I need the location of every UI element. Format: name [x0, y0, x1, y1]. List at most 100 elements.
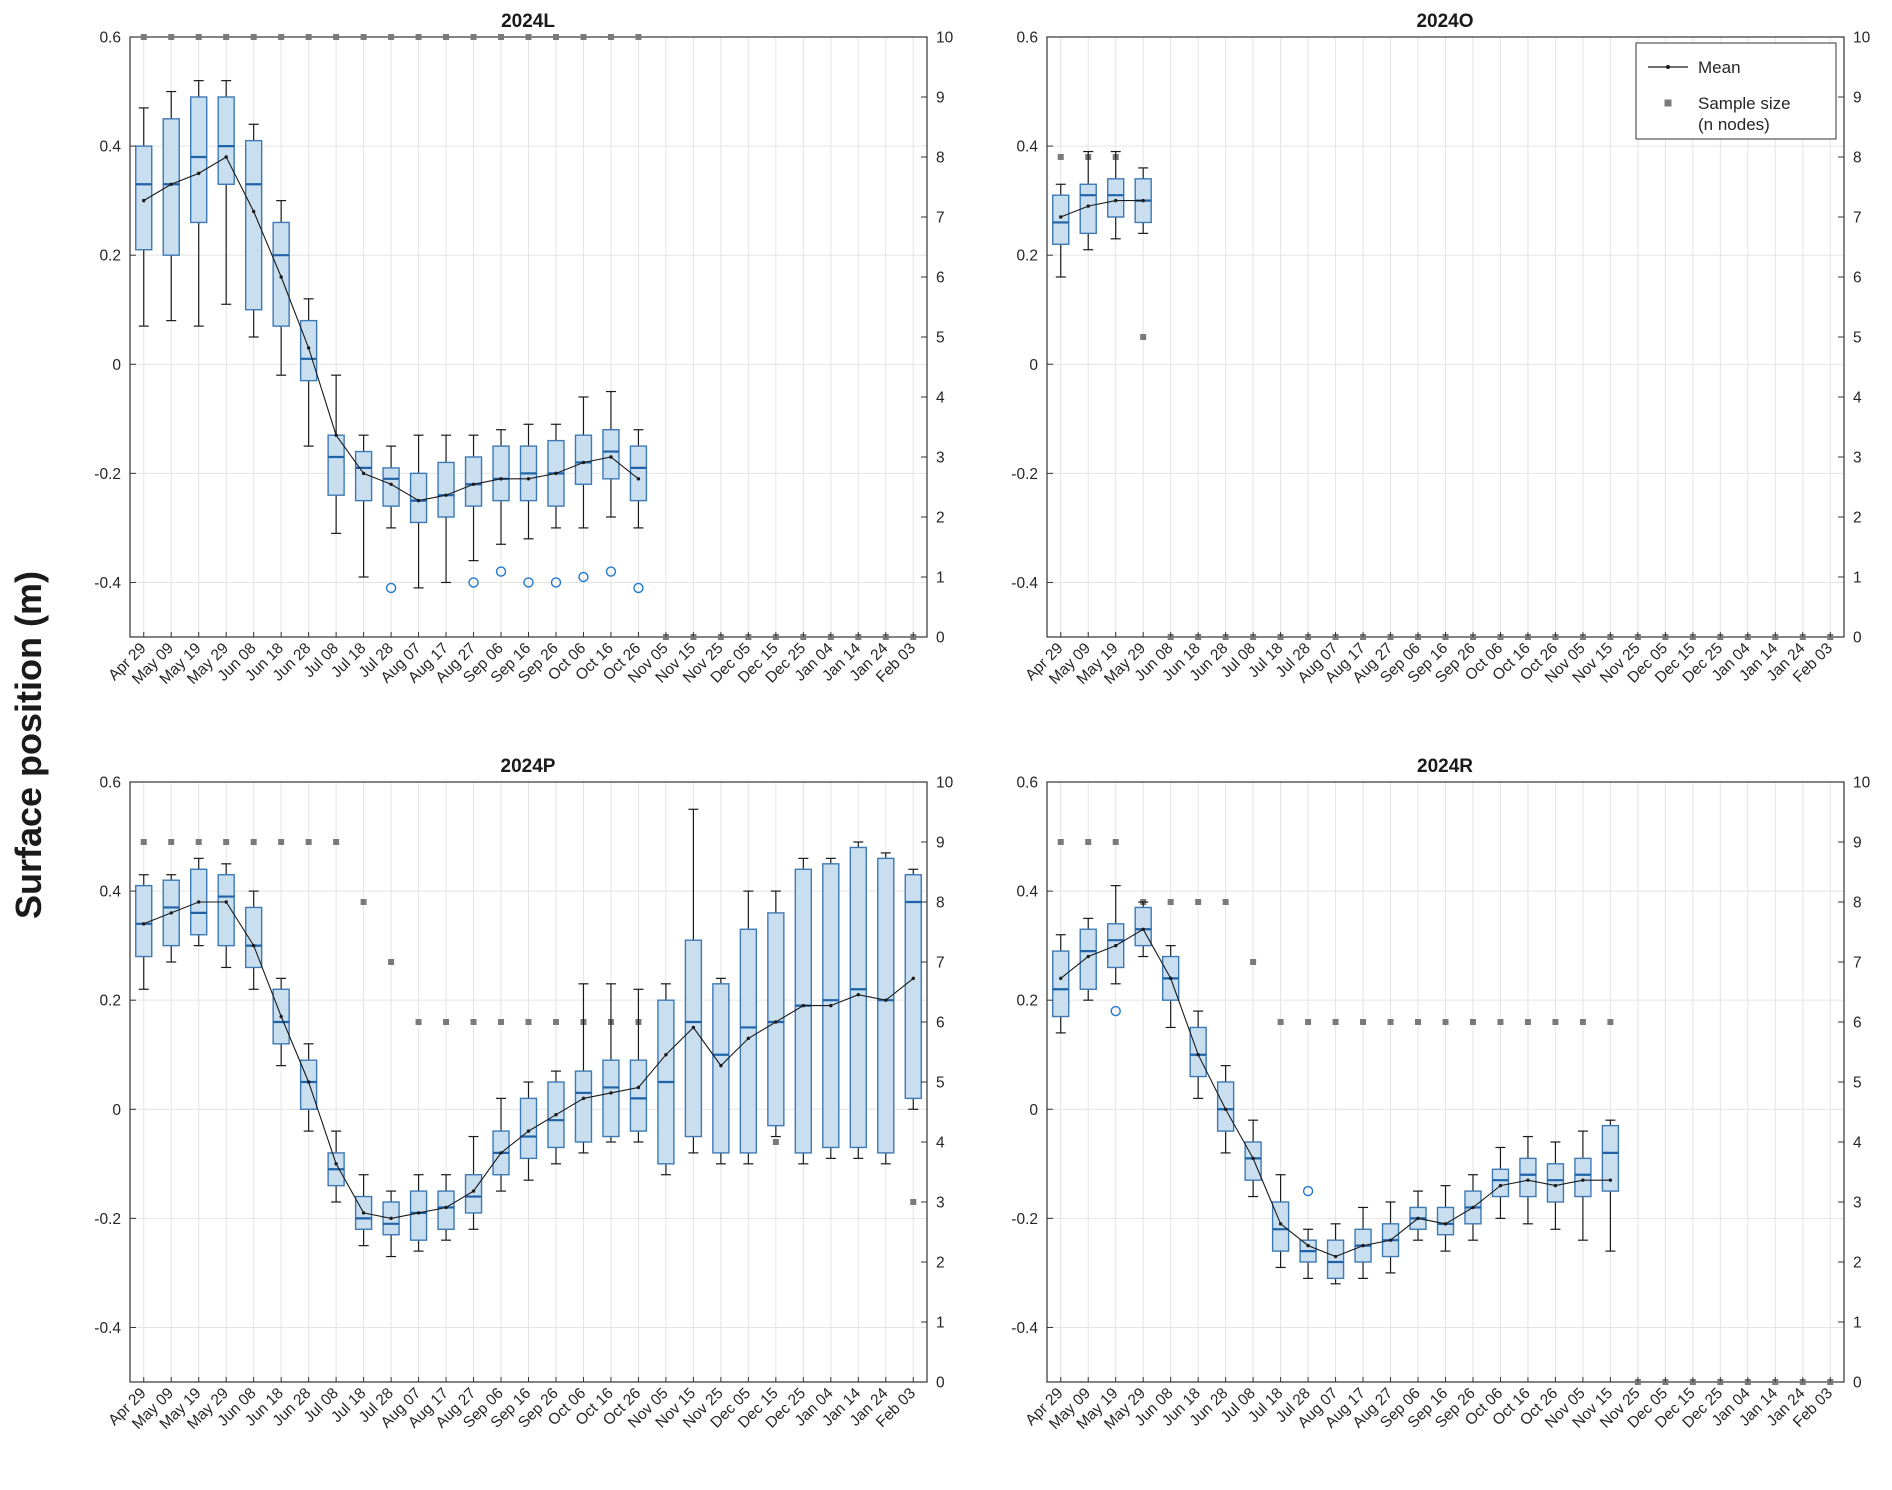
svg-text:4: 4: [936, 390, 945, 407]
svg-text:0.4: 0.4: [99, 139, 121, 156]
svg-text:1: 1: [936, 1315, 945, 1332]
svg-text:10: 10: [936, 30, 954, 47]
mean-line: [142, 900, 915, 1221]
svg-text:-0.4: -0.4: [1011, 575, 1038, 592]
svg-text:3: 3: [936, 1195, 945, 1212]
svg-text:-0.4: -0.4: [1011, 1320, 1038, 1337]
svg-text:0.4: 0.4: [1016, 139, 1038, 156]
tick-marks: [130, 781, 927, 1383]
svg-text:0.2: 0.2: [99, 248, 121, 265]
svg-text:2: 2: [936, 510, 945, 527]
svg-text:2: 2: [1853, 1255, 1862, 1272]
svg-text:7: 7: [1853, 210, 1862, 227]
boxplot-panel-2024L: 2024L -0.4-0.200.20.40.6012345678910Apr …: [94, 11, 954, 688]
svg-text:3: 3: [1853, 1195, 1862, 1212]
svg-text:4: 4: [936, 1135, 945, 1152]
svg-text:8: 8: [1853, 150, 1862, 167]
boxplots: [135, 80, 648, 589]
legend-sample-marker: [1664, 99, 1672, 107]
svg-text:6: 6: [936, 270, 945, 287]
svg-text:9: 9: [936, 835, 945, 852]
svg-text:4: 4: [1853, 390, 1862, 407]
panel-title-2024O: 2024O: [1416, 11, 1473, 32]
panel-title-2024P: 2024P: [501, 756, 556, 777]
svg-text:1: 1: [1853, 570, 1862, 587]
tick-marks: [1047, 781, 1844, 1383]
y-axis-label: Surface position (m): [8, 570, 49, 920]
svg-text:7: 7: [1853, 955, 1862, 972]
svg-text:7: 7: [936, 210, 945, 227]
svg-text:2: 2: [936, 1255, 945, 1272]
svg-text:0.6: 0.6: [1016, 775, 1038, 792]
svg-text:-0.2: -0.2: [94, 1211, 121, 1228]
svg-text:0.2: 0.2: [99, 993, 121, 1010]
svg-text:-0.2: -0.2: [1011, 1211, 1038, 1228]
svg-text:8: 8: [936, 895, 945, 912]
legend-mean-label: Mean: [1698, 58, 1741, 77]
svg-text:0: 0: [936, 1375, 945, 1392]
panel-title-2024R: 2024R: [1417, 756, 1473, 777]
boxplot-panel-2024R: 2024R -0.4-0.200.20.40.6012345678910Apr …: [1011, 756, 1870, 1433]
legend-box: [1635, 42, 1837, 140]
boxplot-panel-2024P: 2024P -0.4-0.200.20.40.6012345678910Apr …: [94, 756, 954, 1433]
mean-line: [1059, 198, 1145, 219]
svg-text:-0.2: -0.2: [1011, 466, 1038, 483]
svg-text:10: 10: [1853, 775, 1871, 792]
svg-text:0: 0: [112, 1102, 121, 1119]
svg-text:-0.4: -0.4: [94, 575, 121, 592]
legend-sample-label-1: Sample size: [1698, 94, 1791, 113]
svg-text:0.4: 0.4: [99, 884, 121, 901]
svg-text:6: 6: [936, 1015, 945, 1032]
svg-text:0: 0: [112, 357, 121, 374]
svg-text:5: 5: [936, 330, 945, 347]
svg-text:9: 9: [1853, 90, 1862, 107]
mean-line: [142, 155, 641, 503]
svg-text:0.6: 0.6: [1016, 30, 1038, 47]
svg-text:-0.2: -0.2: [94, 466, 121, 483]
svg-text:0: 0: [1853, 630, 1862, 647]
mean-line: [1059, 927, 1613, 1259]
panel-title-2024L: 2024L: [501, 11, 555, 32]
svg-text:8: 8: [936, 150, 945, 167]
svg-text:10: 10: [936, 775, 954, 792]
svg-text:6: 6: [1853, 270, 1862, 287]
outlier-markers: [1110, 1005, 1314, 1197]
boxplots: [1052, 885, 1620, 1285]
svg-text:8: 8: [1853, 895, 1862, 912]
svg-text:9: 9: [1853, 835, 1862, 852]
grid-lines: [1047, 781, 1844, 1382]
legend-sample-label-2: (n nodes): [1698, 115, 1770, 134]
svg-text:0.4: 0.4: [1016, 884, 1038, 901]
svg-text:1: 1: [1853, 1315, 1862, 1332]
svg-text:0: 0: [1029, 1102, 1038, 1119]
svg-text:-0.4: -0.4: [94, 1320, 121, 1337]
svg-text:0.6: 0.6: [99, 775, 121, 792]
svg-text:5: 5: [936, 1075, 945, 1092]
svg-text:0: 0: [1853, 1375, 1862, 1392]
legend: Mean Sample size (n nodes): [1635, 42, 1837, 140]
svg-text:10: 10: [1853, 30, 1871, 47]
svg-text:9: 9: [936, 90, 945, 107]
svg-text:1: 1: [936, 570, 945, 587]
svg-text:3: 3: [936, 450, 945, 467]
outlier-markers: [385, 566, 644, 594]
svg-text:5: 5: [1853, 330, 1862, 347]
tick-marks: [130, 36, 927, 638]
svg-text:6: 6: [1853, 1015, 1862, 1032]
svg-text:3: 3: [1853, 450, 1862, 467]
svg-text:5: 5: [1853, 1075, 1862, 1092]
tick-marks: [1047, 36, 1844, 638]
svg-text:7: 7: [936, 955, 945, 972]
svg-text:4: 4: [1853, 1135, 1862, 1152]
svg-text:0: 0: [1029, 357, 1038, 374]
svg-text:0: 0: [936, 630, 945, 647]
svg-text:0.2: 0.2: [1016, 993, 1038, 1010]
svg-text:2: 2: [1853, 510, 1862, 527]
boxplot-panel-2024O: 2024O -0.4-0.200.20.40.6012345678910Apr …: [1011, 11, 1871, 688]
y-axis-label-container: Surface position (m): [0, 0, 58, 1490]
svg-text:0.6: 0.6: [99, 30, 121, 47]
legend-mean-marker: [1666, 65, 1670, 69]
svg-text:0.2: 0.2: [1016, 248, 1038, 265]
